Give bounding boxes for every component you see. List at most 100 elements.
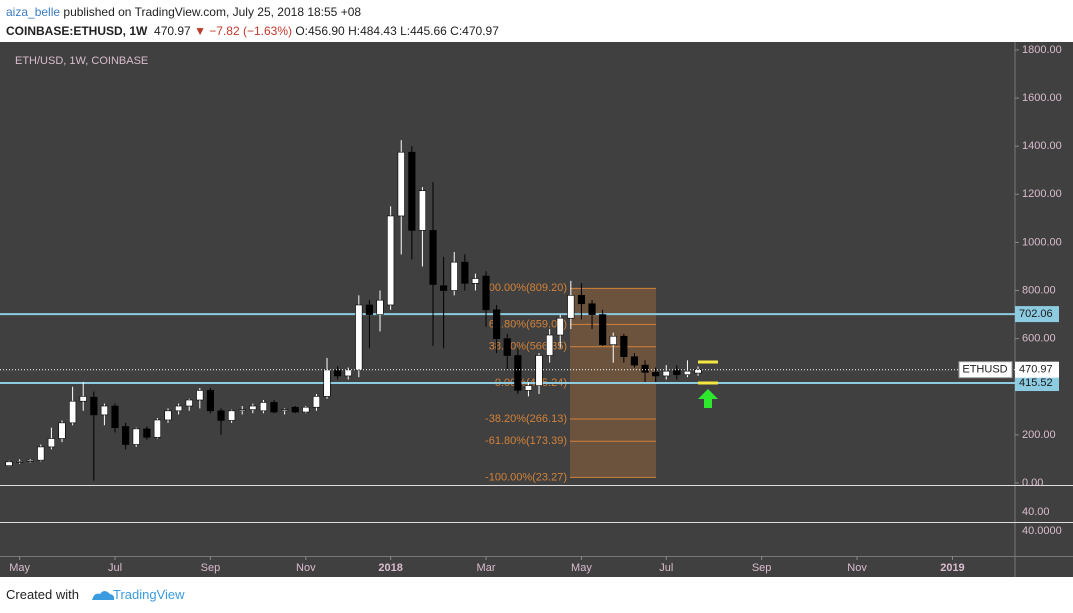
candle-body — [355, 304, 363, 371]
x-tick-label: May — [571, 562, 592, 574]
pane-label: 40.00 — [1022, 506, 1050, 518]
candle-body — [599, 314, 607, 345]
y-tick-label: 1400.00 — [1022, 140, 1062, 152]
green-arrow — [698, 389, 718, 408]
candle-body — [312, 396, 321, 408]
drawings — [698, 360, 718, 408]
fib-label: 100.00%(809.20) — [483, 282, 567, 294]
candle-body — [16, 461, 24, 463]
x-tick-label: Mar — [477, 562, 496, 574]
candle-body — [47, 438, 55, 448]
y-tick-label: 600.00 — [1022, 333, 1056, 345]
footer-text: Created with — [6, 587, 79, 602]
candle-body — [228, 410, 236, 421]
candle-body — [418, 190, 427, 231]
candle-body — [217, 410, 225, 421]
candle-body — [450, 261, 458, 291]
y-tick-label: 1000.00 — [1022, 236, 1062, 248]
candle-body — [662, 370, 670, 377]
candle-body — [694, 369, 702, 374]
low: L:445.66 — [400, 24, 447, 38]
candle-body — [37, 446, 45, 461]
candle-body — [609, 335, 617, 345]
symbol: COINBASE:ETHUSD, 1W — [6, 24, 148, 38]
candle-body — [482, 275, 490, 311]
candle-body — [535, 355, 543, 386]
candle-body — [408, 151, 416, 231]
candle-body — [334, 369, 342, 377]
candle-body — [132, 428, 140, 445]
candle-body — [429, 230, 437, 285]
candle-body — [376, 299, 384, 315]
candle-body — [249, 405, 257, 410]
footer: Created with TradingView — [6, 587, 185, 602]
candle-body — [514, 355, 522, 391]
chart-title: ETH/USD, 1W, COINBASE — [15, 55, 148, 67]
fib-label: 61.80%(659.09) — [489, 318, 567, 330]
candle-body — [291, 406, 299, 413]
price-tag — [1015, 375, 1059, 392]
logo-cloud — [92, 591, 115, 600]
last: 470.97 — [154, 24, 191, 38]
brand: TradingView — [112, 587, 185, 602]
y-tick-label: 0.00 — [1022, 477, 1043, 489]
candle-body — [387, 215, 395, 306]
candle-body — [323, 369, 331, 397]
candle-body — [641, 364, 649, 373]
change: ▼ −7.82 (−1.63%) — [194, 24, 292, 38]
price-tag-label: 470.97 — [1019, 364, 1053, 376]
y-tick-label: 1800.00 — [1022, 44, 1062, 56]
candle-body — [524, 385, 533, 391]
candle-body — [26, 459, 34, 462]
candle-body — [111, 405, 119, 428]
candle-body — [100, 405, 109, 416]
author: aiza_belle — [6, 5, 61, 19]
price-tag — [1015, 361, 1059, 378]
candle-body — [270, 402, 278, 413]
candle-body — [153, 419, 162, 438]
symbol-tag — [958, 361, 1013, 379]
candle-body — [440, 285, 448, 291]
candle-body — [577, 295, 586, 305]
candle-body — [461, 261, 469, 284]
x-tick-label: Jul — [108, 562, 122, 574]
candle-body — [259, 402, 268, 412]
candle-body — [556, 317, 564, 336]
candle-body — [493, 309, 501, 339]
symbol-tag-label: ETHUSD — [962, 364, 1007, 376]
candle-body — [344, 369, 352, 377]
candle-body — [175, 405, 183, 412]
logo — [92, 591, 115, 600]
candle-body — [683, 370, 692, 376]
candle-body — [164, 410, 172, 421]
price-tag — [1015, 306, 1059, 323]
header: aiza_belle published on TradingView.com,… — [6, 3, 499, 41]
x-tick-label: Jul — [659, 562, 673, 574]
candle-body — [620, 335, 628, 357]
y-tick-label: 1200.00 — [1022, 188, 1062, 200]
candle-body — [652, 372, 660, 377]
publish-line: aiza_belle published on TradingView.com,… — [6, 3, 499, 22]
open: O:456.90 — [295, 24, 345, 38]
published: published on TradingView.com, July 25, 2… — [63, 5, 362, 19]
fib-label: 38.20%(566.35) — [489, 341, 567, 353]
x-tick-label: Nov — [847, 562, 867, 574]
close: C:470.97 — [450, 24, 499, 38]
x-tick-label: Nov — [296, 562, 316, 574]
candle-body — [567, 295, 575, 319]
quote-line: COINBASE:ETHUSD, 1W 470.97 ▼ −7.82 (−1.6… — [6, 22, 499, 41]
fib-label: -38.20%(266.13) — [485, 413, 567, 425]
candle-body — [206, 390, 215, 412]
candle-body — [588, 303, 596, 315]
candle-body — [196, 390, 204, 401]
pane-label: 40.0000 — [1022, 525, 1062, 537]
y-tick-label: 200.00 — [1022, 429, 1056, 441]
candle-body — [143, 428, 151, 438]
price-tag-label: 702.06 — [1019, 308, 1053, 320]
candle-body — [90, 396, 98, 416]
candle-body — [630, 356, 639, 366]
candle-body — [302, 406, 310, 413]
candle-body — [238, 409, 246, 412]
fib-label: -100.00%(23.27) — [485, 471, 567, 483]
